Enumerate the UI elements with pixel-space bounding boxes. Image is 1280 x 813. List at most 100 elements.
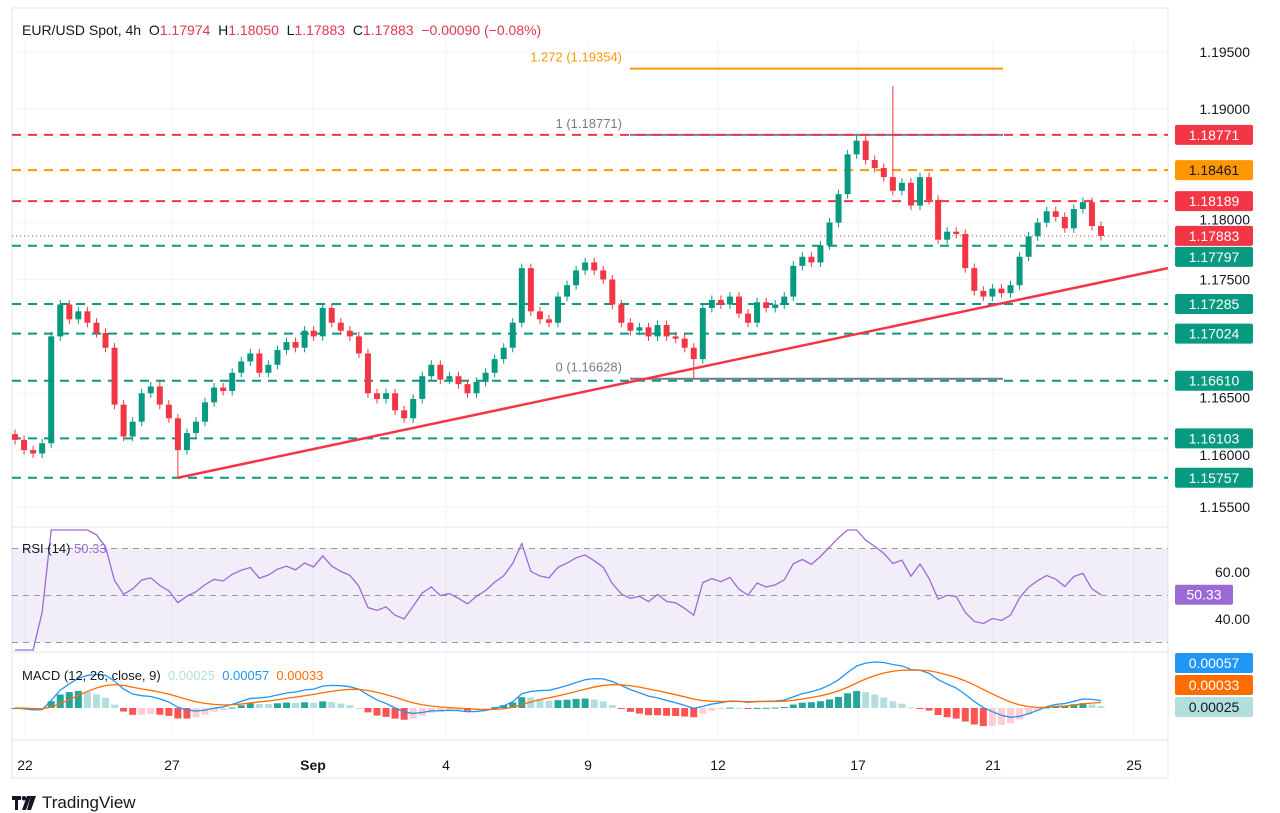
x-tick-label: 22 — [17, 757, 33, 773]
macd-histogram-bar — [907, 707, 915, 709]
candle-bullish — [518, 268, 525, 323]
macd-histogram-bar — [255, 703, 263, 708]
macd-histogram-bar — [47, 701, 55, 708]
macd-histogram-bar — [862, 692, 870, 708]
macd-histogram-bar — [690, 708, 698, 718]
candle-bullish — [853, 140, 860, 155]
macd-histogram-bar — [228, 707, 236, 709]
candle-bearish — [545, 319, 552, 323]
candle-bullish — [781, 296, 788, 305]
macd-histogram-bar — [979, 708, 987, 727]
candle-bullish — [202, 402, 209, 422]
macd-histogram-bar — [102, 697, 109, 708]
candle-bearish — [374, 393, 380, 399]
macd-histogram-bar — [445, 708, 453, 711]
candle-bearish — [862, 140, 869, 161]
y-tick-label: 1.16000 — [1199, 447, 1250, 463]
price-axis-badge — [1175, 160, 1253, 181]
candle-bearish — [292, 342, 299, 348]
macd-histogram-bar — [617, 708, 625, 709]
x-tick-label: 12 — [710, 757, 726, 773]
candle-bearish — [455, 376, 462, 385]
candle-bearish — [84, 311, 91, 323]
macd-histogram-bar — [1034, 708, 1042, 711]
candle-bullish — [211, 387, 218, 403]
macd-histogram-bar — [364, 708, 372, 713]
candle-bearish — [645, 327, 652, 337]
macd-histogram-bar — [708, 708, 716, 711]
price-axis-badge-text: 1.17024 — [1189, 326, 1240, 342]
candle-bullish — [147, 386, 154, 394]
candle-bearish — [337, 322, 344, 331]
candle-bearish — [717, 299, 724, 305]
macd-histogram-bar — [74, 690, 82, 708]
candle-bullish — [582, 262, 589, 271]
rsi-title: RSI (14) — [22, 541, 71, 556]
candle-bearish — [971, 268, 978, 291]
macd-histogram-bar — [192, 708, 200, 718]
trendline — [177, 266, 1169, 479]
macd-histogram-bar — [183, 708, 191, 719]
candle-bullish — [944, 231, 951, 240]
macd-legend[interactable]: MACD (12, 26, close, 9) 0.00025 0.00057 … — [22, 668, 323, 683]
y-tick-label: 1.17500 — [1199, 272, 1250, 288]
price-axis-badge-text: 1.18461 — [1189, 162, 1240, 178]
candle-bullish — [229, 372, 236, 391]
candle-bullish — [247, 353, 254, 362]
candle-bearish — [600, 270, 607, 280]
macd-histogram-bar — [699, 708, 707, 714]
candle-bullish — [917, 177, 923, 206]
macd-histogram-bar — [880, 697, 888, 708]
rsi-value-badge — [1175, 584, 1233, 605]
price-axis-badge-text: 1.16103 — [1189, 430, 1240, 446]
rsi-legend[interactable]: RSI (14) 50.33 — [22, 541, 107, 556]
macd-histogram-bar — [988, 708, 996, 726]
candle-bullish — [283, 342, 290, 351]
macd-histogram-bar — [129, 708, 137, 715]
candle-bullish — [473, 381, 480, 394]
close-label: C — [352, 22, 363, 38]
macd-histogram-bar — [1016, 708, 1024, 720]
candle-bullish — [1016, 256, 1023, 286]
macd-title: MACD (12, 26, close, 9) — [22, 668, 161, 683]
macd-histogram-bar — [816, 701, 824, 708]
macd-line-value: 0.00057 — [222, 668, 270, 683]
y-tick-label: 1.15500 — [1199, 499, 1250, 515]
price-axis-badge — [1175, 191, 1253, 212]
macd-histogram-bar — [943, 708, 951, 718]
candle-bullish — [410, 398, 417, 419]
candle-bearish — [120, 404, 127, 437]
x-tick-label: 27 — [164, 757, 180, 773]
macd-histogram-bar — [92, 694, 100, 708]
candle-bullish — [193, 421, 199, 434]
macd-histogram-bar — [400, 708, 408, 720]
candle-bearish — [464, 384, 471, 394]
candle-bullish — [708, 299, 715, 308]
price-axis-badge-text: 1.16610 — [1189, 373, 1240, 389]
price-axis-badge — [1175, 293, 1253, 314]
macd-histogram-bar — [391, 708, 399, 719]
macd-histogram-bar — [382, 708, 390, 717]
rsi-value-badge-text: 50.33 — [1186, 587, 1221, 603]
candle-bullish — [383, 393, 390, 399]
price-axis-badge-text: 1.17285 — [1189, 296, 1240, 312]
macd-histogram-bar — [83, 691, 91, 708]
candle-bearish — [962, 234, 969, 269]
macd-signal-line — [14, 669, 1102, 711]
candle-bearish — [808, 256, 815, 263]
macd-histogram-bar — [120, 708, 128, 712]
tradingview-logo[interactable]: TradingView — [12, 793, 136, 813]
candle-bullish — [1034, 222, 1041, 237]
macd-histogram-bar — [246, 703, 254, 708]
fib-level-label: 0 (1.16628) — [556, 360, 623, 375]
candle-bearish — [1088, 202, 1095, 227]
open-value: 1.17974 — [159, 22, 211, 38]
candle-bullish — [636, 327, 643, 331]
macd-histogram-bar — [1097, 706, 1105, 708]
macd-histogram-bar — [844, 693, 852, 708]
macd-histogram-bar — [572, 698, 580, 708]
macd-histogram-bar — [509, 702, 517, 708]
macd-histogram-bar — [111, 704, 119, 708]
candle-bearish — [889, 177, 896, 191]
